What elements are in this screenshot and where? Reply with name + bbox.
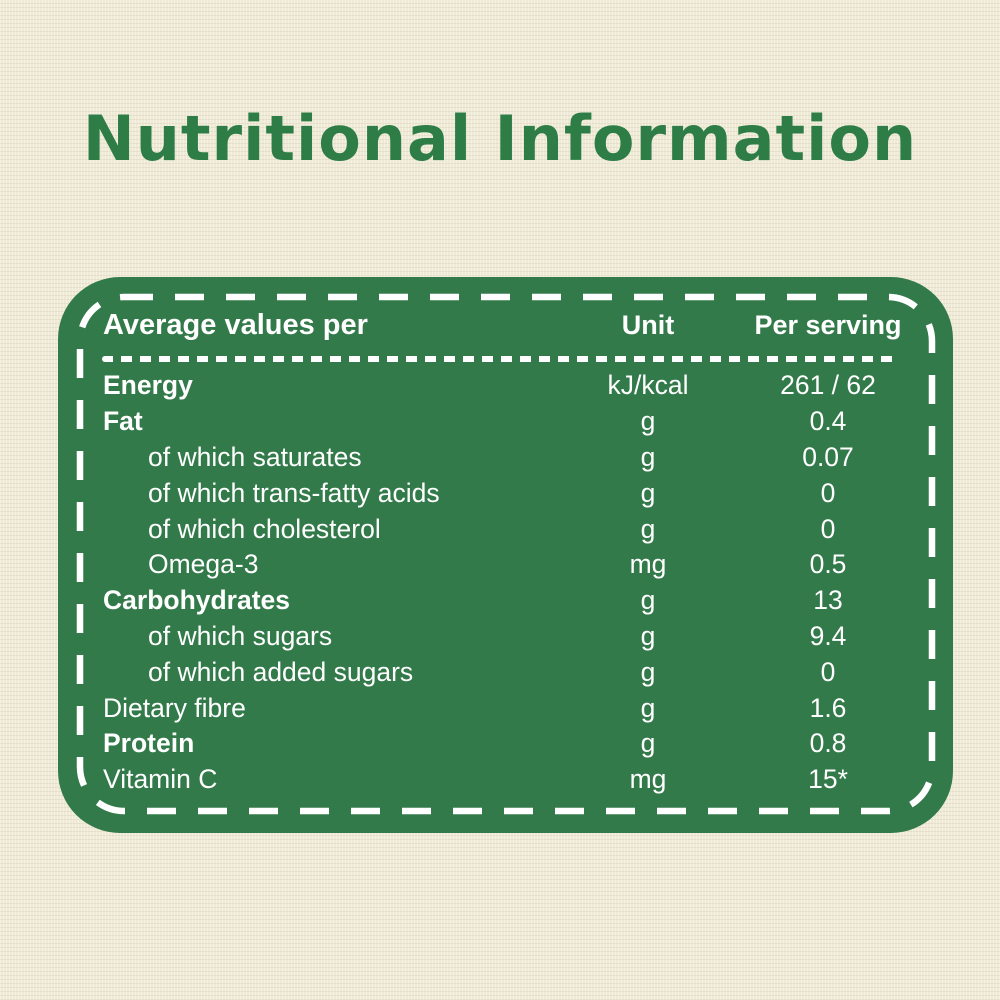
row-label: Vitamin C — [103, 764, 218, 795]
table-row-dietary-fibre: Dietary fibre g 1.6 — [58, 690, 953, 726]
row-value: 0 — [820, 513, 836, 544]
table-header-row: Average values per Unit Per serving — [58, 303, 953, 347]
row-unit: g — [640, 728, 656, 759]
table-row-omega-3: Omega-3 mg 0.5 — [58, 547, 953, 583]
row-value: 261 / 62 — [780, 370, 876, 401]
row-value: 15* — [808, 764, 848, 795]
row-value: 9.4 — [809, 620, 847, 651]
row-unit: g — [640, 656, 656, 687]
row-label: of which cholesterol — [148, 513, 381, 544]
table-row-vitamin-c: Vitamin C mg 15* — [58, 762, 953, 798]
row-label: Carbohydrates — [103, 585, 291, 616]
row-label: of which saturates — [148, 441, 362, 472]
row-value: 0 — [820, 656, 836, 687]
table-row-sugars: of which sugars g 9.4 — [58, 619, 953, 655]
page-title: Nutritional Information — [82, 102, 918, 175]
row-label: Fat — [103, 406, 143, 437]
row-unit: kJ/kcal — [607, 370, 689, 401]
table-row-carbohydrates: Carbohydrates g 13 — [58, 583, 953, 619]
table-row-fat: Fat g 0.4 — [58, 404, 953, 440]
row-label: of which sugars — [148, 620, 333, 651]
row-value: 0.4 — [809, 406, 847, 437]
row-unit: mg — [629, 764, 667, 795]
nutrition-panel: Average values per Unit Per serving Ener… — [58, 277, 953, 833]
row-label: Dietary fibre — [103, 692, 246, 723]
table-row-protein: Protein g 0.8 — [58, 726, 953, 762]
row-unit: g — [640, 406, 656, 437]
nutrition-table-body: Energy kJ/kcal 261 / 62 Fat g 0.4 of whi… — [58, 368, 953, 798]
table-row-trans-fatty-acids: of which trans-fatty acids g 0 — [58, 475, 953, 511]
header-per-serving: Per serving — [754, 309, 902, 340]
table-row-added-sugars: of which added sugars g 0 — [58, 654, 953, 690]
row-value: 0.8 — [809, 728, 847, 759]
row-unit: g — [640, 692, 656, 723]
row-unit: mg — [629, 549, 667, 580]
row-label: Omega-3 — [148, 549, 259, 580]
header-separator-dashed-line — [102, 356, 900, 362]
row-label: Protein — [103, 728, 195, 759]
table-row-energy: Energy kJ/kcal 261 / 62 — [58, 368, 953, 404]
row-unit: g — [640, 585, 656, 616]
table-row-saturates: of which saturates g 0.07 — [58, 440, 953, 476]
row-unit: g — [640, 513, 656, 544]
row-value: 0 — [820, 477, 836, 508]
row-value: 1.6 — [809, 692, 847, 723]
row-unit: g — [640, 477, 656, 508]
row-value: 0.07 — [802, 441, 854, 472]
row-unit: g — [640, 441, 656, 472]
header-average-values-per: Average values per — [103, 308, 368, 341]
row-unit: g — [640, 620, 656, 651]
row-label: of which trans-fatty acids — [148, 477, 440, 508]
row-label: of which added sugars — [148, 656, 414, 687]
row-value: 13 — [813, 585, 843, 616]
table-row-cholesterol: of which cholesterol g 0 — [58, 511, 953, 547]
header-unit: Unit — [621, 309, 675, 340]
row-value: 0.5 — [809, 549, 847, 580]
row-label: Energy — [103, 370, 193, 401]
